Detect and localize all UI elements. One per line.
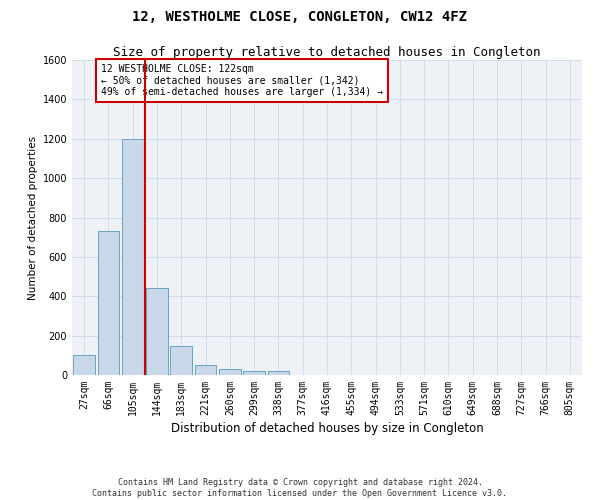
Bar: [268, 371, 289, 375]
Bar: [194, 365, 217, 375]
Bar: [219, 369, 241, 375]
Bar: [146, 288, 168, 375]
Text: Contains HM Land Registry data © Crown copyright and database right 2024.
Contai: Contains HM Land Registry data © Crown c…: [92, 478, 508, 498]
Title: Size of property relative to detached houses in Congleton: Size of property relative to detached ho…: [113, 46, 541, 59]
Y-axis label: Number of detached properties: Number of detached properties: [28, 136, 38, 300]
Bar: [73, 356, 95, 375]
Text: 12 WESTHOLME CLOSE: 122sqm
← 50% of detached houses are smaller (1,342)
49% of s: 12 WESTHOLME CLOSE: 122sqm ← 50% of deta…: [101, 64, 383, 97]
X-axis label: Distribution of detached houses by size in Congleton: Distribution of detached houses by size …: [170, 422, 484, 435]
Bar: [170, 346, 192, 375]
Bar: [97, 232, 119, 375]
Text: 12, WESTHOLME CLOSE, CONGLETON, CW12 4FZ: 12, WESTHOLME CLOSE, CONGLETON, CW12 4FZ: [133, 10, 467, 24]
Bar: [243, 371, 265, 375]
Bar: [122, 138, 143, 375]
